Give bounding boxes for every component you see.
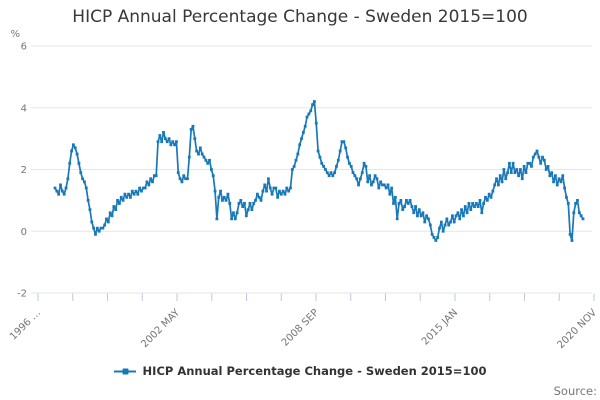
source-label: Source: bbox=[553, 384, 597, 398]
x-axis-label: 2002 MAY bbox=[139, 307, 182, 350]
x-axis-label: 2020 NOV bbox=[556, 307, 600, 351]
y-axis-label: 4 bbox=[21, 103, 27, 114]
x-axis-label: 2015 JAN bbox=[420, 307, 460, 347]
legend-item-hicp[interactable]: HICP Annual Percentage Change - Sweden 2… bbox=[0, 362, 600, 380]
series-marker-icon bbox=[113, 367, 136, 376]
y-axis-label: 0 bbox=[21, 227, 27, 238]
chart-title: HICP Annual Percentage Change - Sweden 2… bbox=[72, 7, 528, 27]
series-hicp[interactable] bbox=[53, 100, 585, 242]
y-axis-unit: % bbox=[10, 29, 20, 40]
x-axis-label: 2008 SEP bbox=[280, 307, 321, 348]
y-axis-label: -2 bbox=[17, 289, 27, 300]
y-axis-label: 2 bbox=[21, 165, 27, 176]
y-axis-label: 6 bbox=[21, 42, 27, 53]
series-line[interactable] bbox=[54, 100, 584, 242]
legend-label: HICP Annual Percentage Change - Sweden 2… bbox=[142, 364, 487, 378]
x-axis-label: 1996 … bbox=[8, 307, 43, 342]
